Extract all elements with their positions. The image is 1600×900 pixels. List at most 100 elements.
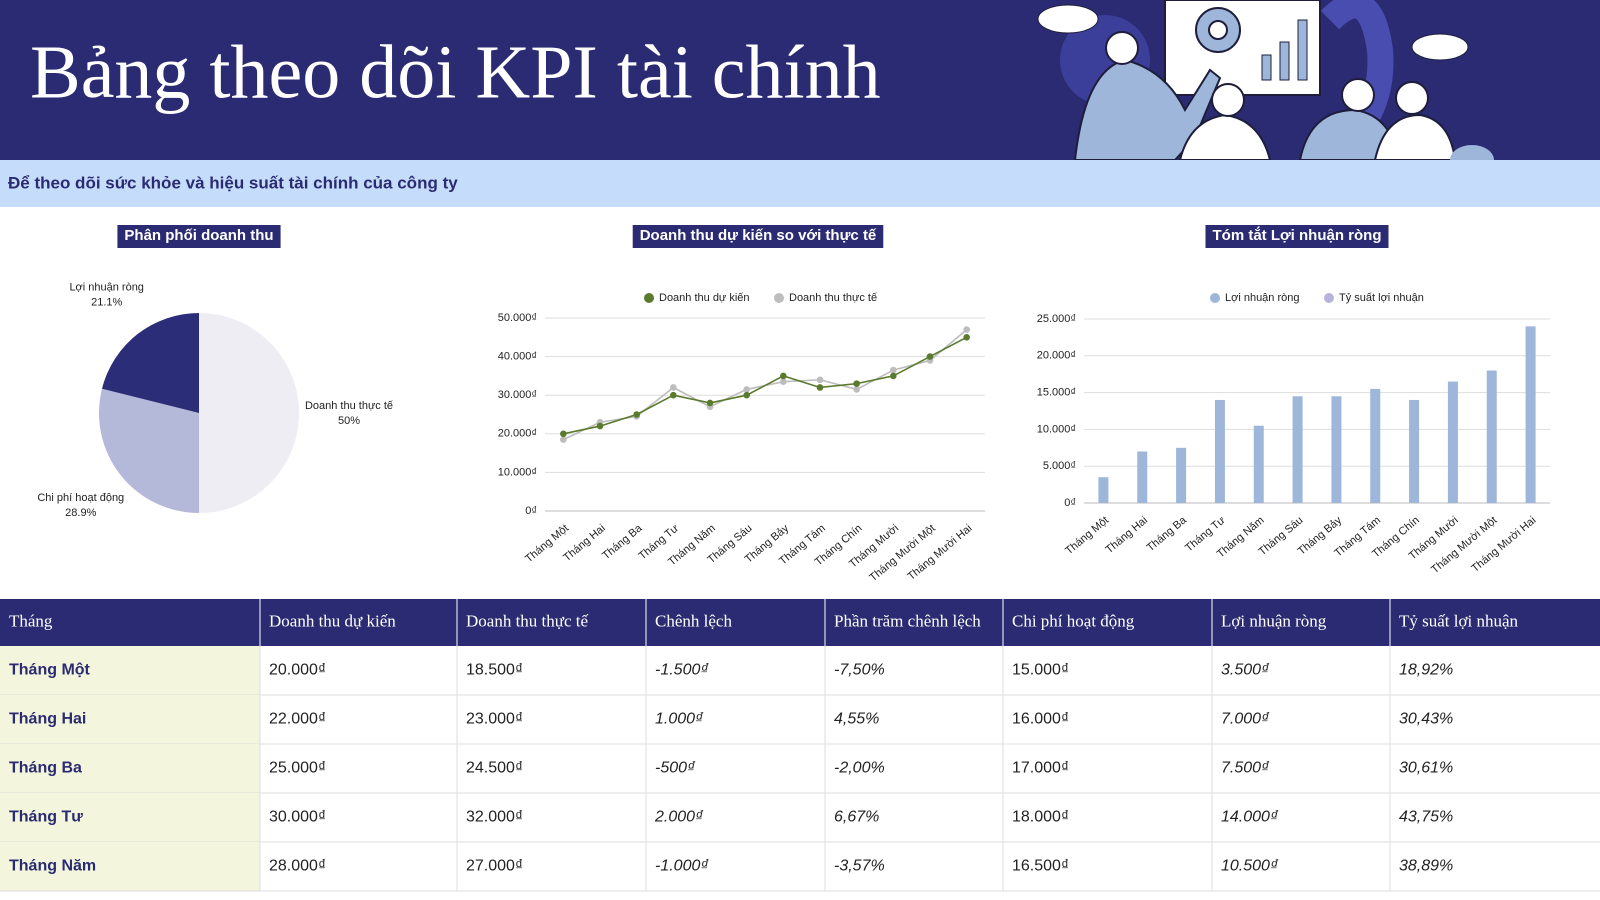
table-cell: Tháng Tư	[9, 809, 83, 826]
row-label-bg	[0, 793, 260, 842]
series-point	[853, 386, 860, 393]
series-point	[743, 386, 750, 393]
table-cell: 16.000₫	[1012, 711, 1069, 728]
series-point	[560, 436, 567, 443]
legend-label: Doanh thu thực tế	[789, 292, 877, 304]
pie-slice	[101, 313, 199, 413]
subtitle-band	[0, 160, 1600, 207]
slice-value: 50%	[338, 415, 360, 427]
column-header: Tháng	[9, 611, 53, 630]
table-cell: -500₫	[655, 760, 696, 777]
chart-title-bg	[117, 225, 281, 248]
page-title: Bảng theo dõi KPI tài chính	[30, 30, 881, 114]
table-cell: 18.500₫	[466, 662, 523, 679]
table-cell: -7,50%	[834, 662, 885, 679]
table-cell: Tháng Một	[9, 662, 91, 679]
bar	[1137, 451, 1148, 503]
table-cell: 28.000₫	[269, 858, 326, 875]
slice-label: Doanh thu thực tế	[305, 400, 393, 412]
series-point	[670, 384, 677, 391]
series-point	[633, 411, 640, 418]
table-cell: 22.000₫	[269, 711, 326, 728]
x-tick-label: Tháng Mười Một	[867, 522, 937, 584]
table-cell: 16.500₫	[1012, 858, 1069, 875]
table-cell: 30,61%	[1399, 760, 1453, 777]
column-header: Doanh thu dự kiến	[269, 611, 396, 630]
table-header-bg	[0, 599, 1600, 646]
row-label-bg	[0, 842, 260, 891]
column-header: Chênh lệch	[655, 611, 732, 630]
table-cell: -3,57%	[834, 858, 885, 875]
chart-title: Phân phối doanh thu	[124, 227, 273, 244]
legend-swatch	[774, 293, 784, 303]
table-cell: 3.500₫	[1221, 662, 1270, 679]
bar	[1292, 396, 1303, 503]
series-point	[963, 326, 970, 333]
series-point	[670, 391, 677, 399]
table-cell: 2.000₫	[654, 809, 704, 826]
legend-label: Lợi nhuận ròng	[1225, 292, 1300, 304]
table-cell: 32.000₫	[466, 809, 523, 826]
bar	[1253, 425, 1264, 503]
chart-title: Doanh thu dự kiến so với thực tế	[640, 227, 877, 244]
chart-title: Tóm tắt Lợi nhuận ròng	[1213, 226, 1382, 244]
series-line	[563, 336, 968, 435]
table-cell: Tháng Hai	[9, 711, 86, 728]
table-cell: 43,75%	[1399, 809, 1453, 826]
pie-slice	[98, 388, 199, 513]
bar	[1331, 396, 1342, 503]
x-tick-label: Tháng Mười Hai	[905, 522, 974, 583]
column-header: Phần trăm chênh lệch	[834, 611, 981, 630]
table-cell: 25.000₫	[269, 760, 326, 777]
slice-label: Lợi nhuận ròng	[69, 282, 144, 294]
table-cell: 20.000₫	[269, 662, 326, 679]
column-header: Chi phí hoạt động	[1012, 611, 1135, 630]
table-cell: 7.500₫	[1221, 760, 1270, 777]
bar	[1447, 381, 1458, 503]
column-header: Doanh thu thực tế	[466, 611, 589, 630]
series-point	[596, 422, 604, 430]
bar	[1486, 370, 1497, 503]
x-tick-label: Tháng Một	[1063, 514, 1111, 557]
series-point	[560, 430, 567, 438]
y-tick-label: 10.000₫	[498, 466, 537, 478]
series-point	[780, 372, 787, 380]
series-point	[853, 380, 860, 387]
subtitle: Để theo dõi sức khỏe và hiệu suất tài ch…	[8, 173, 458, 192]
table-cell: 23.000₫	[466, 711, 523, 728]
legend-swatch	[1210, 293, 1220, 303]
y-tick-label: 20.000₫	[1037, 350, 1076, 362]
legend-swatch	[1324, 293, 1334, 303]
series-point	[743, 391, 750, 399]
table-cell: 18.000₫	[1012, 809, 1069, 826]
table-cell: 30.000₫	[269, 809, 326, 826]
row-label-bg	[0, 646, 260, 695]
row-label-bg	[0, 744, 260, 793]
bar	[1176, 447, 1187, 503]
chart-title-bg	[1205, 225, 1389, 248]
table-cell: 17.000₫	[1012, 760, 1069, 777]
table-cell: 38,89%	[1399, 858, 1453, 875]
y-tick-label: 25.000₫	[1037, 313, 1076, 325]
legend-label: Doanh thu dự kiến	[659, 292, 750, 304]
x-tick-label: Tháng Mười Một	[1429, 514, 1499, 576]
y-tick-label: 50.000₫	[498, 312, 537, 324]
bar	[1409, 399, 1420, 503]
series-point	[890, 372, 897, 380]
bar	[1525, 326, 1536, 503]
legend-label: Tỷ suất lợi nhuận	[1339, 292, 1424, 304]
series-point	[780, 378, 787, 385]
bar	[1214, 399, 1225, 503]
table-cell: 27.000₫	[466, 858, 523, 875]
table-cell: 6,67%	[834, 809, 879, 826]
y-tick-label: 0₫	[525, 505, 537, 517]
table-cell: 10.500₫	[1221, 858, 1279, 875]
chart-title-bg	[632, 225, 884, 248]
series-point	[926, 353, 934, 360]
table-cell: 18,92%	[1399, 662, 1453, 679]
x-tick-label: Tháng Hai	[1103, 514, 1150, 556]
table-cell: 30,43%	[1399, 711, 1453, 728]
series-point	[816, 384, 824, 391]
table-cell: -1.000₫	[655, 858, 709, 875]
